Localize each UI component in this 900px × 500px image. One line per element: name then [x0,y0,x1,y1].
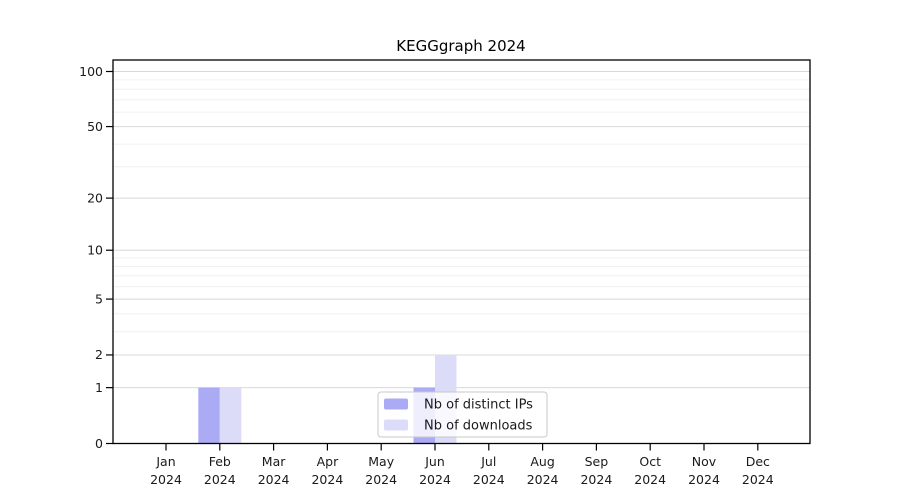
y-tick-label: 2 [95,347,103,362]
legend: Nb of distinct IPs Nb of downloads [377,391,548,438]
legend-label-series0: Nb of distinct IPs [424,398,533,413]
y-tick-label: 1 [95,380,103,395]
legend-swatch-series1 [384,419,408,431]
x-tick-label-month: Sep [585,454,609,469]
major-gridlines [113,71,810,389]
x-tick-label-month: Dec [746,454,770,469]
legend-swatch-series0 [384,398,408,410]
x-tick-label-month: Mar [262,454,286,469]
y-tick-label: 10 [87,243,103,258]
legend-label-series1: Nb of downloads [424,419,533,434]
bar-feb-series0 [198,387,220,444]
plot-frame [112,59,811,445]
minor-gridlines [113,79,810,333]
x-tick-label-year: 2024 [580,472,612,487]
x-tick-label-year: 2024 [311,472,343,487]
y-tick-label: 100 [79,64,103,79]
y-tick-label: 5 [95,291,103,306]
x-tick-label-month: Jun [424,454,445,469]
chart-title: KEGGgraph 2024 [396,37,525,55]
bar-feb-series1 [219,387,242,444]
axis-tick-labels: 0 1 2 5 10 20 50 100 Jan 2024 Feb 2024 Mar 2024 Apr 202… [79,64,774,487]
x-tick-label-month: Nov [692,454,717,469]
x-tick-label-year: 2024 [150,472,182,487]
y-tick-label: 20 [87,190,103,205]
plot-border [112,59,811,445]
x-tick-label-year: 2024 [473,472,505,487]
x-tick-label-month: Feb [209,454,231,469]
x-tick-label-month: May [368,454,394,469]
y-tick-label: 50 [87,119,103,134]
x-tick-label-month: Jan [155,454,175,469]
x-tick-label-year: 2024 [634,472,666,487]
x-tick-label-year: 2024 [419,472,451,487]
x-tick-label-year: 2024 [365,472,397,487]
axis-ticks [106,70,759,451]
x-tick-label-month: Oct [639,454,661,469]
x-tick-label-year: 2024 [742,472,774,487]
x-tick-label-year: 2024 [204,472,236,487]
x-tick-label-year: 2024 [258,472,290,487]
y-tick-label: 0 [95,436,103,451]
x-tick-label-month: Apr [317,454,339,469]
x-tick-label-year: 2024 [688,472,720,487]
x-tick-label-month: Jul [480,454,496,469]
legend-box [377,391,548,438]
x-tick-label-year: 2024 [527,472,559,487]
x-tick-label-month: Aug [530,454,554,469]
